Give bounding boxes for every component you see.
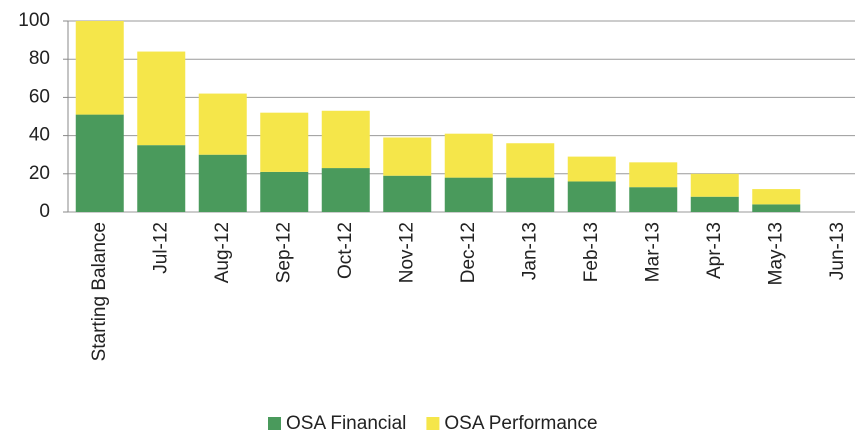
legend-label: OSA Financial — [286, 413, 406, 434]
x-tick-label: Starting Balance — [89, 222, 110, 361]
bar-segment — [260, 171, 309, 212]
bar-segment — [137, 145, 186, 212]
bar-segment — [567, 156, 616, 182]
bar-segment — [383, 137, 432, 176]
x-tick-label: Oct-12 — [335, 222, 356, 279]
bar-segment — [260, 112, 309, 172]
x-tick-label: Dec-12 — [458, 222, 479, 283]
legend-swatch — [426, 417, 440, 430]
bar-segment — [444, 133, 493, 178]
legend-swatch — [268, 417, 281, 430]
legend-label: OSA Performance — [444, 413, 597, 434]
bar-segment — [629, 162, 678, 188]
bar-segment — [75, 114, 124, 212]
x-tick-label: Aug-12 — [212, 222, 233, 283]
x-tick-label: Sep-12 — [273, 222, 294, 283]
bar-segment — [383, 175, 432, 212]
x-tick-label: Mar-13 — [642, 222, 663, 282]
bar-segment — [690, 173, 739, 197]
bar-segment — [752, 204, 801, 212]
y-tick-label: 0 — [39, 201, 50, 222]
x-tick-label: Jan-13 — [519, 222, 540, 280]
bar-segment — [752, 189, 801, 205]
bar-segment — [629, 187, 678, 212]
x-tick-label: Jun-13 — [827, 222, 848, 280]
x-tick-label: Nov-12 — [396, 222, 417, 283]
bar-segment — [198, 93, 247, 155]
bar-segment — [137, 51, 186, 146]
y-tick-label: 40 — [29, 125, 50, 146]
bar-segment — [506, 177, 555, 212]
y-tick-label: 60 — [29, 86, 50, 107]
y-tick-label: 20 — [29, 163, 50, 184]
x-tick-label: Feb-13 — [581, 222, 602, 282]
bar-segment — [321, 110, 370, 169]
bar-segment — [567, 181, 616, 212]
x-tick-label: Apr-13 — [704, 222, 725, 279]
bar-segment — [506, 143, 555, 178]
bar-segment — [198, 154, 247, 212]
bar-segment — [75, 21, 124, 115]
x-tick-label: May-13 — [765, 222, 786, 285]
y-tick-label: 80 — [29, 48, 50, 69]
y-tick-label: 100 — [18, 10, 50, 31]
bar-segment — [321, 168, 370, 212]
x-tick-label: Jul-12 — [150, 222, 171, 274]
bar-segment — [444, 177, 493, 212]
bar-segment — [690, 196, 739, 212]
